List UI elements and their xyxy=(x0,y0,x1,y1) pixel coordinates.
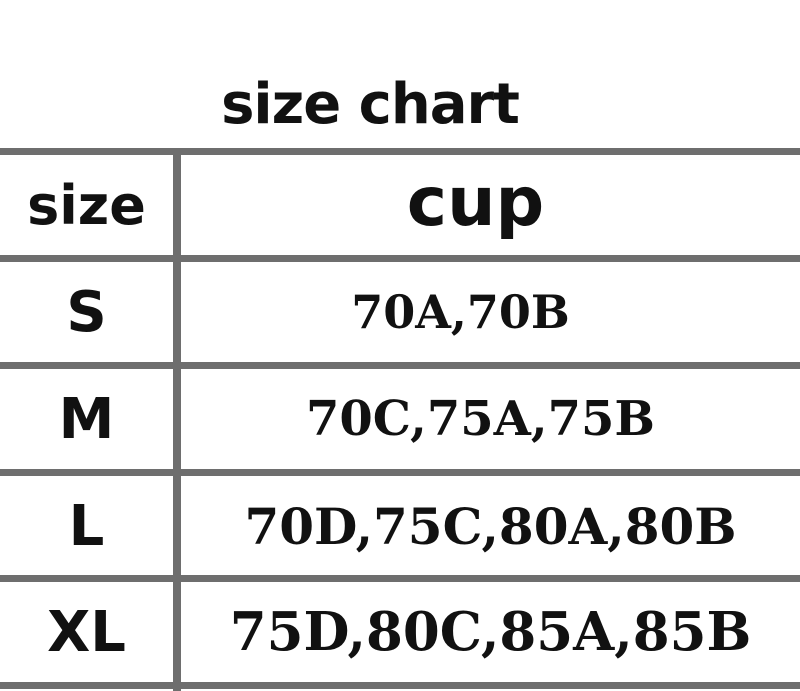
divider xyxy=(0,362,800,369)
row-size: M xyxy=(58,386,115,452)
row-cup: 70A,70B xyxy=(351,285,570,339)
header-size: size xyxy=(27,173,146,237)
chart-title: size chart xyxy=(221,72,520,137)
header-cup: cup xyxy=(406,163,545,242)
divider xyxy=(0,682,800,689)
divider xyxy=(0,148,800,155)
row-size: L xyxy=(68,493,105,559)
divider xyxy=(0,255,800,262)
divider xyxy=(0,469,800,476)
row-cup: 75D,80C,85A,85B xyxy=(229,601,752,663)
row-size: XL xyxy=(47,599,126,665)
row-cup: 70C,75A,75B xyxy=(306,391,655,447)
row-size: S xyxy=(66,279,107,345)
column-divider xyxy=(173,152,181,691)
row-cup: 70D,75C,80A,80B xyxy=(244,496,737,556)
divider xyxy=(0,575,800,582)
